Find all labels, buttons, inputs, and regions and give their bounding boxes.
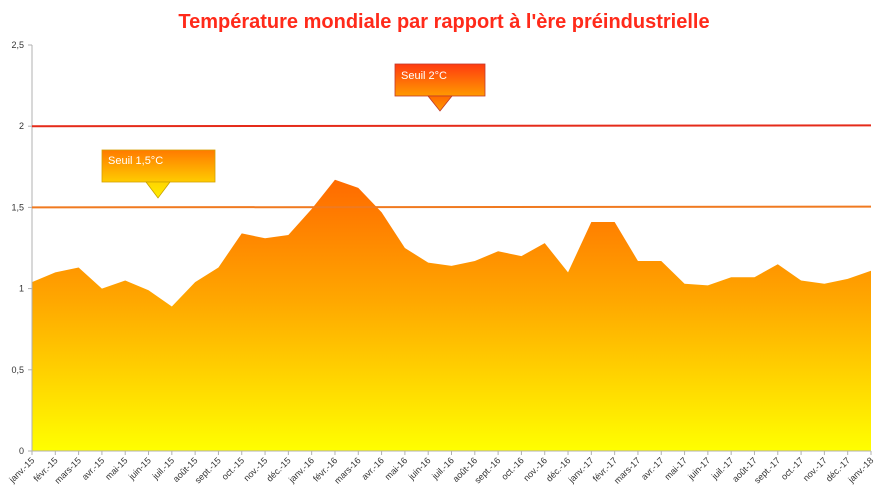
x-tick-label: mai-17 [662,455,689,482]
x-tick-layer: janv.-15févr.-15mars-15avr.-15mai-15juin… [6,451,875,486]
x-tick-label: juin-15 [126,455,153,482]
y-tick-label: 2 [19,121,24,131]
x-tick-label: janv.-18 [845,455,875,485]
callout-seuil-15: Seuil 1,5°C [101,149,216,199]
x-tick-label: sept.-16 [472,455,502,485]
callout-seuil-15-label: Seuil 1,5°C [108,155,163,167]
callout-seuil-2: Seuil 2°C [394,63,486,112]
y-tick-label: 1,5 [11,202,24,212]
x-tick-label: avr.-16 [359,455,386,482]
x-tick-label: sept.-15 [193,455,223,485]
y-tick-layer: 0 0,5 1 1,5 2 2,5 [11,40,32,456]
x-tick-label: janv.-16 [286,455,316,485]
y-tick-label: 1 [19,284,24,294]
x-tick-label: nov.-17 [801,455,829,483]
callout-seuil-2-box [394,63,486,97]
x-tick-label: avr.-15 [80,455,107,482]
x-tick-label: nov.-16 [521,455,549,483]
x-tick-label: janv.-17 [566,455,596,485]
y-tick-label: 2,5 [11,40,24,50]
threshold-line-1 [31,205,872,209]
y-tick-label: 0 [19,446,24,456]
threshold-layer [31,124,872,209]
x-tick-label: janv.-15 [6,455,36,485]
x-tick-label: mai-15 [103,455,130,482]
threshold-line-0 [31,124,872,128]
area-layer [32,179,871,452]
x-tick-label: avr.-17 [639,455,666,482]
callout-seuil-15-arrow [145,181,171,199]
callout-seuil-2-arrow [427,95,453,112]
callout-seuil-2-label: Seuil 2°C [401,70,447,82]
series-area [32,179,871,452]
x-tick-label: sept.-17 [752,455,782,485]
x-tick-label: nov.-15 [242,455,270,483]
x-tick-label: juin-16 [406,455,433,482]
y-tick-label: 0,5 [11,365,24,375]
chart-title: Température mondiale par rapport à l'ère… [178,11,709,33]
x-tick-label: mai-16 [383,455,410,482]
x-tick-label: juin-17 [685,455,712,482]
